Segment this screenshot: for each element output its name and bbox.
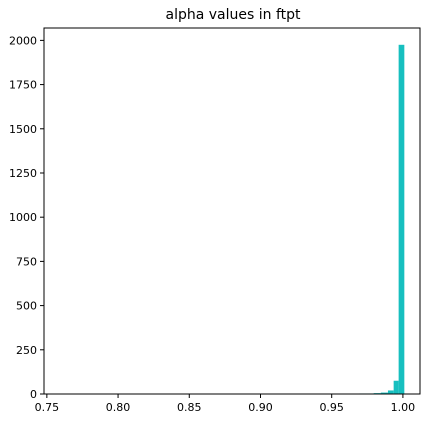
histogram-bar	[393, 380, 399, 394]
plot-background	[44, 28, 420, 394]
histogram-bar	[387, 390, 394, 394]
y-tick-label: 750	[16, 255, 37, 268]
histogram-bar	[398, 44, 405, 395]
y-tick-label: 250	[16, 344, 37, 357]
x-tick-label: 1.00	[391, 401, 416, 414]
histogram-bar	[380, 392, 388, 394]
y-tick-label: 1500	[9, 123, 37, 136]
y-tick-label: 500	[16, 300, 37, 313]
x-tick-label: 0.85	[177, 401, 202, 414]
axes-group: 0.75 0.80 0.85 0.90 0.95 1.00 0 250 500 750 1000 12…	[9, 27, 421, 414]
y-tick-label: 1000	[9, 211, 37, 224]
y-tick-label: 1750	[9, 79, 37, 92]
x-tick-label: 0.90	[248, 401, 273, 414]
y-tick-label: 2000	[9, 34, 37, 47]
x-tick-label: 0.80	[106, 401, 131, 414]
plot-area	[44, 28, 420, 394]
chart-title: alpha values in ftpt	[165, 7, 301, 23]
y-tick-label: 0	[30, 388, 37, 401]
x-tick-label: 0.75	[35, 401, 60, 414]
plot-frame	[43, 27, 421, 395]
y-tick-label: 1250	[9, 167, 37, 180]
x-tick-label: 0.95	[319, 401, 344, 414]
